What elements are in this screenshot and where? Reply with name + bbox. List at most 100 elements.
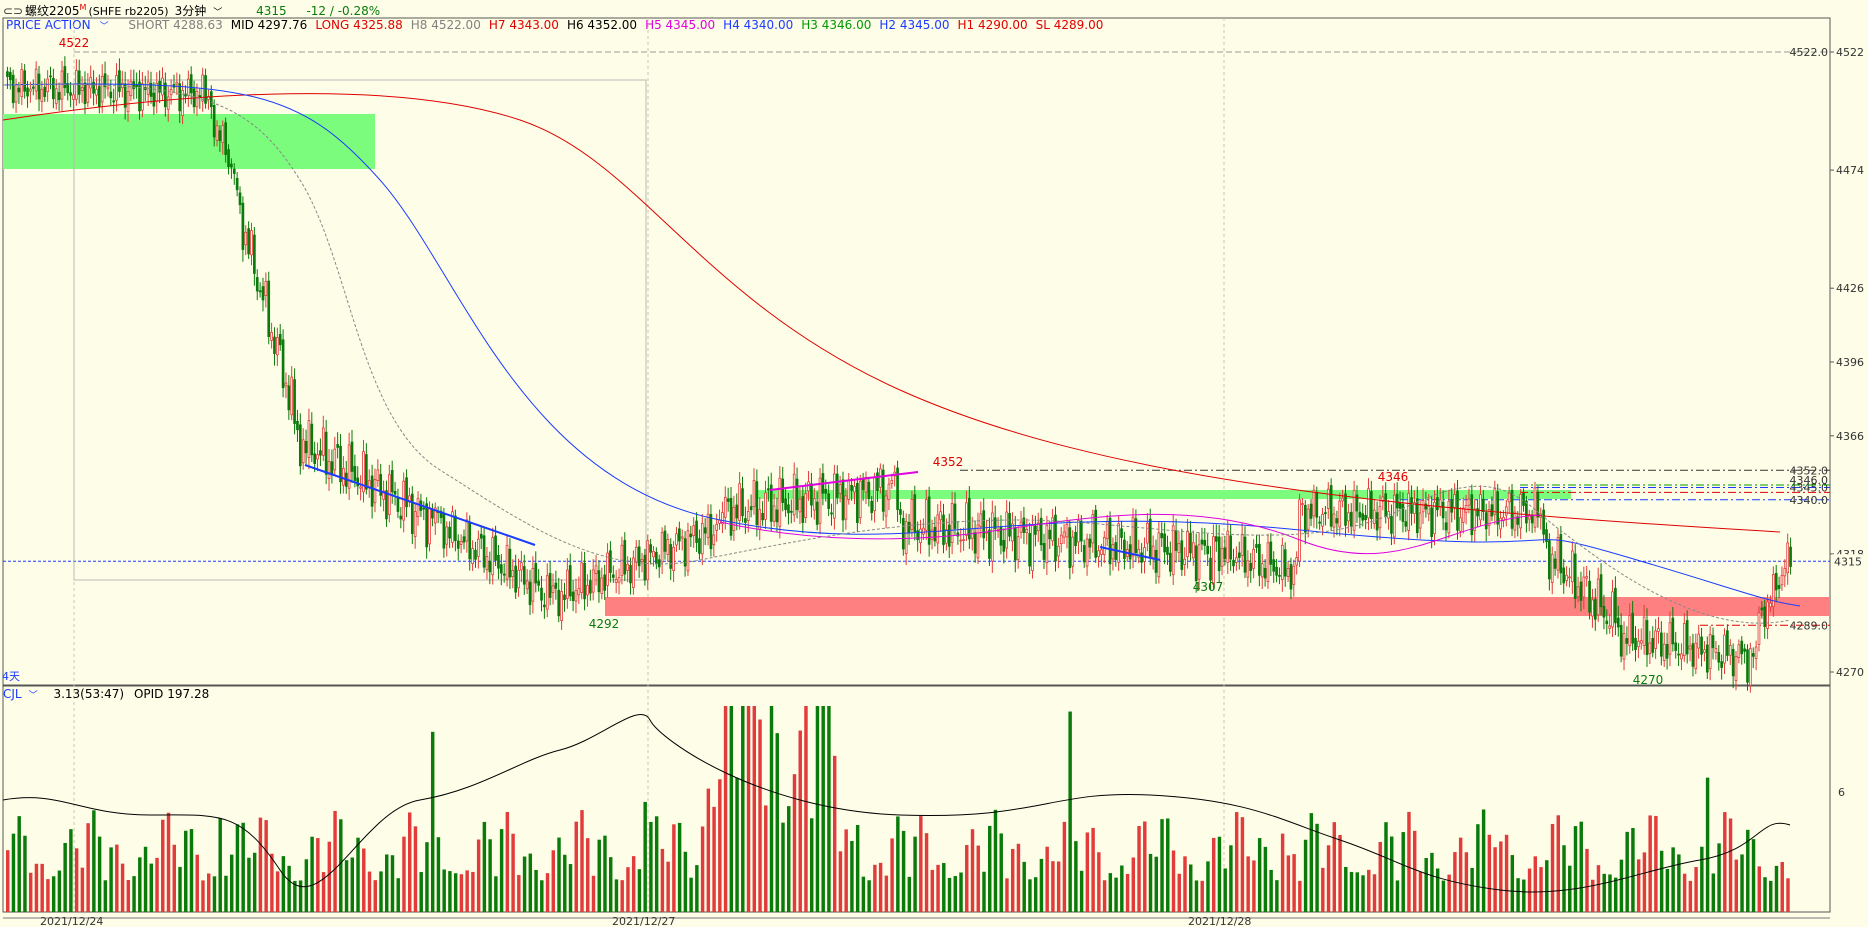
candle-body (1783, 567, 1787, 577)
link-icon[interactable]: ⊂⊃ (3, 4, 24, 18)
candle-body (393, 491, 397, 495)
candle-body (1295, 557, 1299, 566)
candle-body (566, 569, 569, 599)
candle-body (456, 540, 460, 549)
indicator-value-8: H3 4346.00 (801, 18, 872, 32)
candle-body (112, 100, 116, 103)
candle-body (149, 82, 153, 97)
symbol-sup: M (79, 3, 87, 12)
candle-body (278, 333, 282, 346)
volume-bar (120, 863, 125, 912)
symbol-name[interactable]: 螺纹2205 (25, 4, 80, 18)
candle-body (1258, 543, 1261, 576)
candle-body (1123, 539, 1126, 560)
volume-bar (580, 810, 584, 912)
candle-body (1171, 525, 1175, 576)
volume-bar (781, 822, 785, 912)
candle-body (1760, 607, 1764, 611)
candle-body (715, 523, 719, 531)
volume-bar (1177, 873, 1181, 912)
period-selector[interactable]: 3分钟 ﹀ (174, 4, 223, 18)
volume-bar (999, 833, 1003, 912)
candle-body (1280, 544, 1284, 581)
candle-body (181, 90, 184, 116)
candle-body (1235, 557, 1238, 563)
candle-body (571, 591, 575, 602)
volume-bar (298, 880, 303, 912)
volume-bar (683, 851, 688, 912)
volume-bar (293, 880, 297, 912)
candle-body (227, 149, 230, 168)
candle-body (1496, 491, 1500, 525)
candle-body (890, 479, 894, 484)
candle-body (1186, 530, 1189, 558)
volume-bar (603, 835, 607, 912)
candle-body (1286, 567, 1290, 577)
candle-body (1395, 493, 1399, 509)
candle-body (537, 580, 540, 586)
candle-body (657, 559, 661, 568)
volume-bar (195, 854, 199, 912)
volume-bar (1252, 860, 1256, 912)
candle-body (1189, 532, 1192, 554)
candle-body (1157, 532, 1161, 578)
indicator-value-11: SL 4289.00 (1035, 18, 1104, 32)
candle-body (712, 534, 716, 546)
indicator-selector[interactable]: PRICE ACTION ﹀ (6, 18, 109, 32)
volume-bar (1441, 880, 1446, 912)
volume-bar (1430, 852, 1434, 912)
candle-body (31, 86, 35, 89)
candle-body (307, 420, 311, 458)
candle-body (1413, 502, 1416, 515)
candle-body (807, 481, 810, 492)
candle-body (370, 475, 374, 507)
candle-body (1131, 516, 1135, 557)
trendline-2 (1099, 546, 1161, 561)
candle-body (617, 577, 621, 583)
volume-bar (201, 880, 205, 912)
volume-bar (672, 824, 676, 912)
volume-bar (1418, 871, 1423, 912)
volume-bar (1183, 856, 1187, 912)
candle-body (1571, 550, 1574, 583)
candle-body (14, 83, 18, 103)
candle-body (942, 514, 945, 545)
candle-body (514, 565, 518, 593)
candle-body (543, 604, 546, 608)
candle-body (1671, 617, 1675, 645)
candle-body (1246, 560, 1250, 578)
candle-body (899, 509, 902, 515)
volume-bar (206, 873, 211, 912)
candle-body (1301, 503, 1304, 506)
candle-body (1737, 644, 1741, 658)
candle-body (1668, 622, 1672, 655)
candle-body (732, 506, 736, 531)
candle-body (454, 515, 457, 542)
candle-body (1151, 545, 1155, 559)
candle-body (1079, 520, 1083, 542)
candle-body (626, 563, 629, 571)
candle-body (241, 202, 245, 250)
volume-value: 3.13(53:47) (53, 687, 125, 701)
candle-body (833, 473, 836, 519)
candle-body (1315, 492, 1319, 518)
candle-body (1358, 511, 1362, 518)
candle-body (959, 539, 963, 542)
volume-bar (1688, 880, 1693, 912)
candle-body (1456, 490, 1459, 531)
candle-body (812, 498, 816, 511)
candle-body (680, 536, 684, 539)
candle-body (1568, 576, 1571, 579)
volume-bar (993, 809, 998, 912)
volume-bar (1160, 819, 1164, 912)
volume-bar (1286, 855, 1291, 912)
volume-indicator-selector[interactable]: CJL ﹀ (3, 687, 38, 701)
volume-bar (1033, 877, 1038, 912)
volume-bar (1355, 872, 1359, 912)
candle-body (1662, 643, 1666, 661)
candle-body (1763, 606, 1767, 627)
volume-bar (23, 835, 27, 912)
candle-body (1441, 501, 1445, 519)
candle-body (494, 535, 497, 561)
